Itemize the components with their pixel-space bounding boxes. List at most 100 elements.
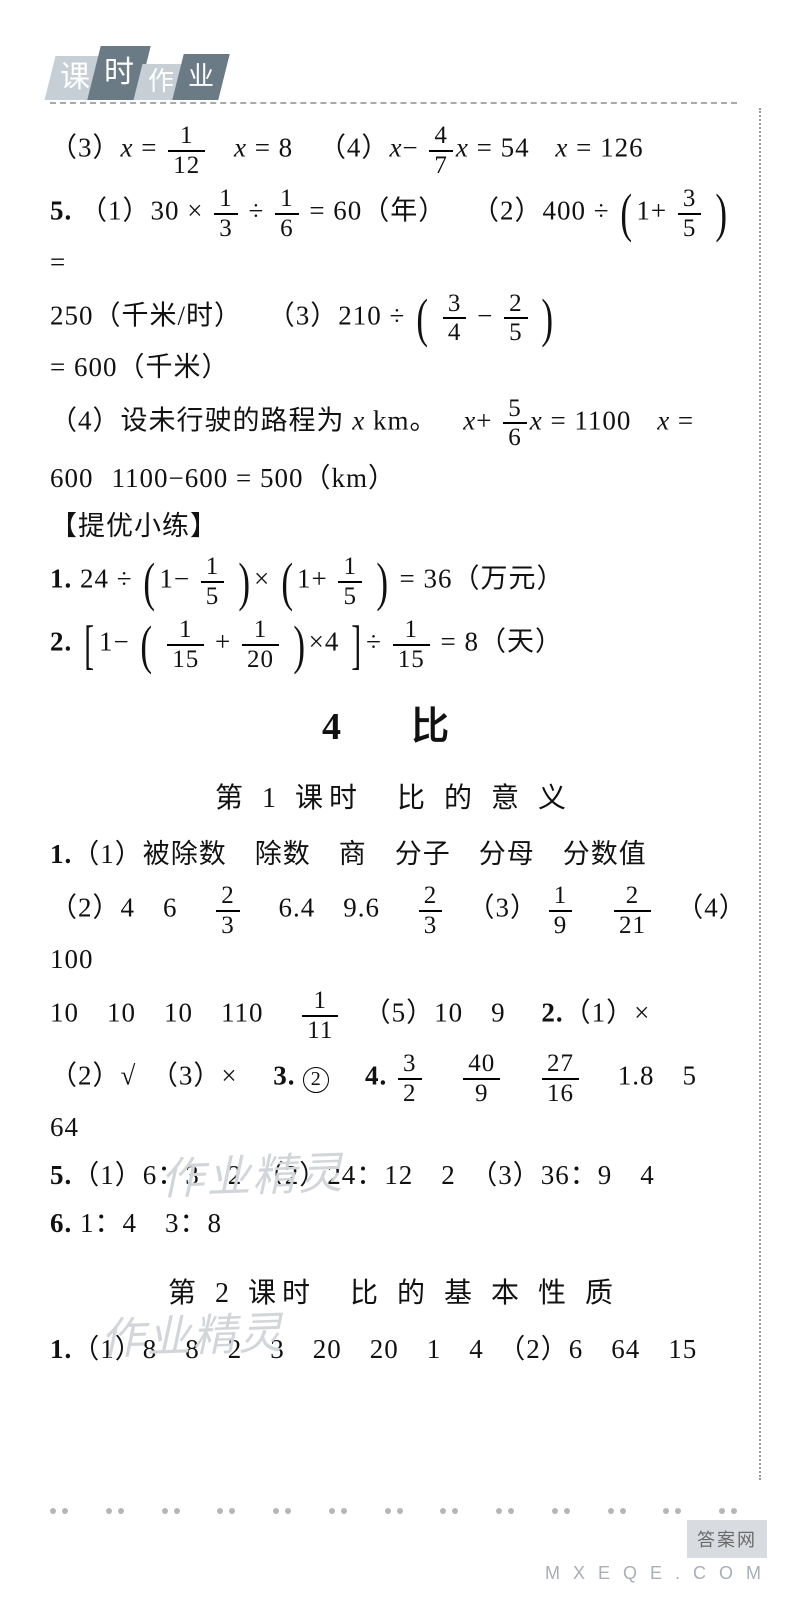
fraction: 23 <box>419 882 443 939</box>
frac-num: 1 <box>302 987 338 1017</box>
text-line: 6. 1：4 3：8 <box>50 1203 737 1245</box>
t: （1）6：3 2 （2）24：12 2 （3）36：9 4 <box>72 1160 655 1190</box>
q-num: 5. <box>50 196 72 226</box>
t: （3）210 ÷ <box>268 301 406 331</box>
text-line: （2）√ （3）× 3. 2 4. 32 409 2716 1.8 5 64 <box>50 1050 737 1149</box>
t: ÷ <box>248 196 264 226</box>
frac-num: 27 <box>542 1050 579 1080</box>
fraction: 56 <box>503 395 527 452</box>
fraction: 23 <box>216 882 240 939</box>
text-line: 1.（1）8 8 2 3 20 20 1 4 （2）6 64 15 <box>50 1329 737 1371</box>
header-dashed-rule <box>50 102 737 104</box>
lesson-title: 第 2 课时 比 的 基 本 性 质 <box>50 1271 737 1311</box>
t: 1− <box>159 564 190 594</box>
frac-den: 5 <box>201 583 225 611</box>
var-x: x <box>121 133 134 163</box>
fraction: 19 <box>549 882 573 939</box>
watermark-badge: 答案网 <box>687 1520 767 1558</box>
chapter-title: 4 比 <box>50 695 737 750</box>
t: （1）× <box>564 998 651 1028</box>
t: = <box>678 405 694 435</box>
t: （1）被除数 除数 商 分子 分母 分数值 <box>72 839 647 869</box>
frac-num: 1 <box>201 553 225 583</box>
fraction: 15 <box>201 553 225 610</box>
big-rparen: ) <box>715 197 727 229</box>
t: 24 ÷ <box>72 564 132 594</box>
text-line: 5.（1）6：3 2 （2）24：12 2 （3）36：9 4 <box>50 1155 737 1197</box>
text-line: 2. [1− ( 115 + 120 )×4 ]÷ 115 = 8（天） <box>50 616 737 673</box>
t: （1）8 8 2 3 20 20 1 4 （2）6 64 15 <box>72 1334 697 1364</box>
fraction: 34 <box>443 290 467 347</box>
t: （2）400 ÷ <box>472 196 610 226</box>
q-num: 3. <box>273 1061 295 1091</box>
text-line: 6001100−600 = 500（km） <box>50 458 737 500</box>
footer-dot-rule <box>50 1508 737 1514</box>
var-x: x <box>555 133 568 163</box>
frac-num: 1 <box>549 882 573 912</box>
frac-den: 15 <box>393 646 430 674</box>
header-tiles: 课 时 作 业 <box>50 44 218 100</box>
t: 1：4 3：8 <box>72 1208 222 1238</box>
fraction: 47 <box>429 122 453 179</box>
big-rparen: ) <box>238 566 250 598</box>
big-lparen: ( <box>144 566 156 598</box>
frac-num: 3 <box>443 290 467 320</box>
text-line: 250（千米/时） （3）210 ÷ ( 34 − 25 ) = 600（千米） <box>50 290 737 389</box>
big-lbracket: [ <box>84 629 94 661</box>
t: = 600（千米） <box>50 352 229 382</box>
frac-num: 1 <box>338 553 362 583</box>
fraction: 35 <box>678 185 702 242</box>
t: = 60（年） <box>309 196 446 226</box>
frac-den: 6 <box>275 215 299 243</box>
text-line: （4）设未行驶的路程为 x km。 x+ 56x = 1100 x = <box>50 395 737 452</box>
t: ×4 <box>309 627 340 657</box>
t: = <box>50 247 66 277</box>
t: （4） <box>319 133 390 163</box>
frac-den: 9 <box>463 1080 500 1108</box>
frac-num: 3 <box>678 185 702 215</box>
fraction: 13 <box>214 185 238 242</box>
q-num: 1. <box>50 839 72 869</box>
var-x: x <box>456 133 469 163</box>
t: = 1100 <box>550 405 631 435</box>
text-line: 5. （1）30 × 13 ÷ 16 = 60（年） （2）400 ÷ (1+ … <box>50 185 737 284</box>
frac-num: 2 <box>419 882 443 912</box>
t: + <box>476 405 492 435</box>
t: （1）30 × <box>80 196 203 226</box>
header-tile: 业 <box>172 54 229 100</box>
frac-num: 2 <box>216 882 240 912</box>
text-line: 10 10 10 110 111 （5）10 9 2.（1）× <box>50 987 737 1044</box>
var-x: x <box>463 405 476 435</box>
page-root: 课 时 作 业 （3）x = 112 x = 8 （4）x− 47x = 54 … <box>0 0 787 1600</box>
frac-den: 4 <box>443 319 467 347</box>
frac-num: 1 <box>393 616 430 646</box>
frac-den: 21 <box>614 912 651 940</box>
t: = 126 <box>576 133 643 163</box>
fraction: 409 <box>463 1050 500 1107</box>
frac-num: 1 <box>168 122 205 152</box>
t: 1100−600 = 500（km） <box>112 463 396 493</box>
text-line: 1.（1）被除数 除数 商 分子 分母 分数值 <box>50 834 737 876</box>
text-line: （3）x = 112 x = 8 （4）x− 47x = 54 x = 126 <box>50 122 737 179</box>
frac-num: 5 <box>503 395 527 425</box>
fraction: 112 <box>168 122 205 179</box>
frac-den: 11 <box>302 1017 338 1045</box>
t: = 8（天） <box>440 627 562 657</box>
frac-den: 7 <box>429 152 453 180</box>
frac-num: 1 <box>275 185 299 215</box>
t: = 54 <box>477 133 530 163</box>
frac-num: 3 <box>398 1050 422 1080</box>
frac-den: 5 <box>504 319 528 347</box>
t: 250（千米/时） <box>50 301 242 331</box>
t: ÷ <box>366 627 382 657</box>
t: 6.4 9.6 <box>279 893 409 923</box>
frac-den: 20 <box>242 646 279 674</box>
q-num: 4. <box>365 1061 387 1091</box>
fraction: 120 <box>242 616 279 673</box>
big-lparen: ( <box>141 629 153 661</box>
q-num: 5. <box>50 1160 72 1190</box>
frac-den: 6 <box>503 424 527 452</box>
frac-den: 3 <box>419 912 443 940</box>
page-header: 课 时 作 业 <box>50 40 737 110</box>
fraction: 221 <box>614 882 651 939</box>
